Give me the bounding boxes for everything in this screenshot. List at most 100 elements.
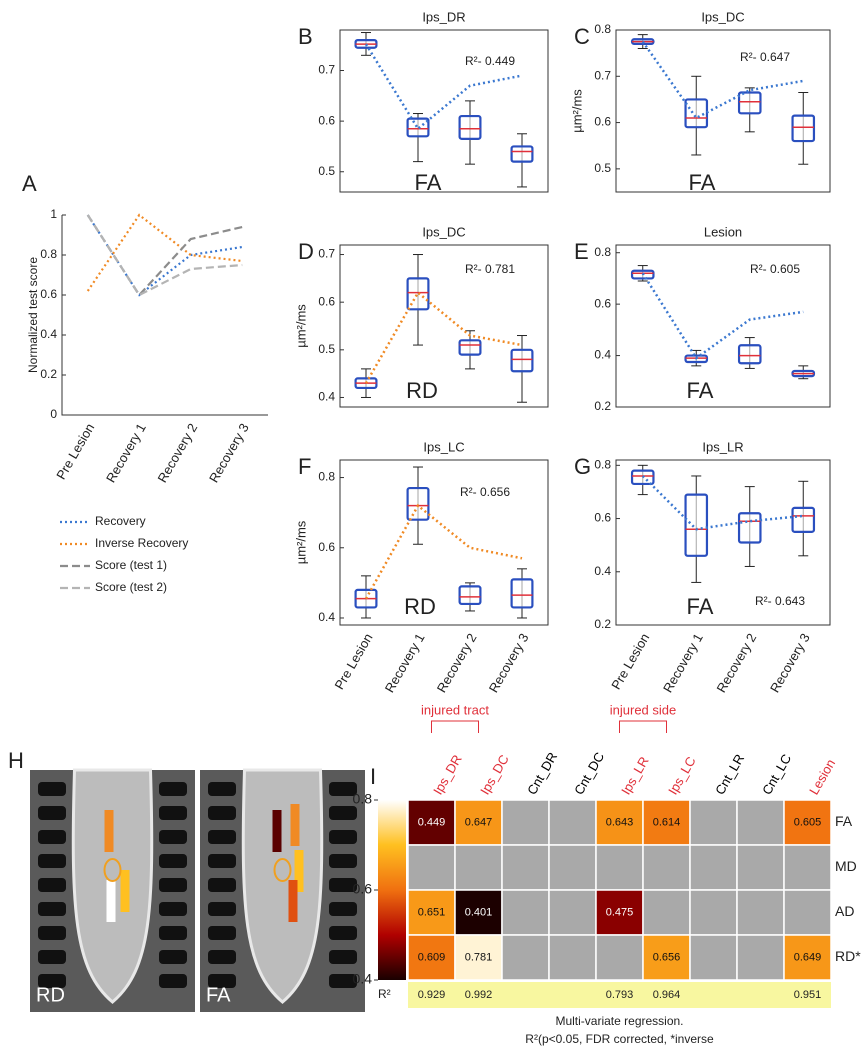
overlay (294, 850, 304, 892)
row-label: AD (835, 903, 854, 919)
annotation: R²- 0.647 (740, 50, 790, 64)
row-label: MD (835, 858, 857, 874)
box (510, 348, 534, 373)
vertebra (329, 926, 357, 940)
box (791, 506, 816, 533)
panel-label: F (298, 454, 311, 479)
y-tick-label: 0.4 (594, 348, 611, 362)
cell-value: 0.449 (418, 816, 446, 828)
empty-cell (689, 844, 738, 891)
vertebra (159, 854, 187, 868)
footnote: Multi-variate regression. (555, 1014, 683, 1028)
x-tick-label: Pre Lesion (332, 631, 376, 692)
image-caption: FA (206, 984, 231, 1006)
y-tick-label: 0.6 (594, 115, 611, 129)
r2-label: R² (378, 987, 391, 1001)
empty-cell (501, 934, 550, 981)
vertebra (159, 950, 187, 964)
measure-label: RD (406, 378, 438, 403)
r2-row (408, 982, 831, 1008)
column-label: Cnt_DC (571, 750, 607, 798)
series-line (86, 214, 243, 297)
vertebra (38, 902, 66, 916)
y-tick-label: 0 (50, 407, 57, 421)
axes-box (339, 459, 549, 626)
axes-box (339, 244, 549, 408)
empty-cell (642, 844, 691, 891)
column-label: Ips_DR (430, 752, 465, 797)
box (458, 114, 482, 140)
cell-value: 0.656 (653, 951, 681, 963)
cell-value: 0.475 (606, 906, 634, 918)
vertebra (38, 854, 66, 868)
r2-value: 0.951 (794, 989, 822, 1001)
empty-cell (736, 934, 785, 981)
y-tick-label: 0.2 (40, 367, 57, 381)
r2-value: 0.992 (465, 989, 493, 1001)
vertebra (208, 806, 236, 820)
vertebra (38, 806, 66, 820)
y-tick-label: 1 (50, 207, 57, 221)
annotation: R²- 0.781 (465, 262, 515, 276)
y-axis-label: µm²/ms (569, 89, 584, 133)
vertebra (208, 926, 236, 940)
x-tick-label: Recovery 3 (206, 421, 252, 485)
spinal-cord (241, 768, 324, 1004)
empty-cell (736, 844, 785, 891)
vertebra (208, 950, 236, 964)
box (737, 344, 762, 365)
box (791, 114, 816, 143)
cell (595, 799, 644, 846)
vertebra (159, 830, 187, 844)
y-tick-label: 0.8 (594, 22, 611, 36)
vertebra (208, 854, 236, 868)
image-caption: RD (36, 984, 65, 1006)
footnote: R²(p<0.05, FDR corrected, *inverse (525, 1032, 714, 1046)
axes-box (615, 29, 831, 193)
x-tick-label: Recovery 1 (382, 631, 428, 695)
empty-cell (689, 799, 738, 846)
panel-label: C (574, 24, 590, 49)
empty-cell (595, 934, 644, 981)
column-label: Ips_LC (665, 754, 699, 797)
x-tick-label: Pre Lesion (608, 631, 652, 692)
y-tick-label: 0.8 (40, 247, 57, 261)
panel-title: Ips_DC (701, 9, 744, 24)
empty-cell (642, 889, 691, 936)
axes-box (615, 459, 831, 626)
x-tick-label: Recovery 1 (103, 421, 149, 485)
axes-box (615, 244, 831, 408)
y-tick-label: 0.8 (318, 470, 335, 484)
cell (454, 889, 503, 936)
panel-label: H (8, 748, 24, 773)
y-axis-label: µm²/ms (293, 520, 308, 564)
column-label: Cnt_DR (524, 750, 560, 798)
fit-line (364, 290, 523, 384)
row-label: RD* (835, 948, 861, 964)
column-label: Cnt_LC (759, 752, 794, 798)
panel-title: Ips_DC (422, 224, 465, 239)
empty-cell (548, 844, 597, 891)
legend-label: Score (test 2) (95, 580, 167, 594)
empty-cell (548, 889, 597, 936)
legend-label: Inverse Recovery (95, 536, 188, 550)
cell-value: 0.651 (418, 906, 446, 918)
fit-line (641, 40, 804, 120)
vertebra (38, 926, 66, 940)
cell-value: 0.781 (465, 951, 493, 963)
empty-cell (407, 844, 456, 891)
r2-value: 0.929 (418, 989, 446, 1001)
column-label: Ips_LR (618, 754, 652, 797)
cell-value: 0.647 (465, 816, 493, 828)
annotation: R²- 0.605 (750, 262, 800, 276)
panel-label: E (574, 239, 589, 264)
vertebra (208, 974, 236, 988)
cell-value: 0.609 (418, 951, 446, 963)
colorbar (378, 800, 406, 980)
y-tick-label: 0.7 (318, 63, 335, 77)
panel-title: Ips_DR (422, 9, 465, 24)
legend-label: Recovery (95, 514, 146, 528)
x-tick-label: Recovery 2 (154, 421, 200, 485)
empty-cell (783, 889, 832, 936)
empty-cell (736, 799, 785, 846)
